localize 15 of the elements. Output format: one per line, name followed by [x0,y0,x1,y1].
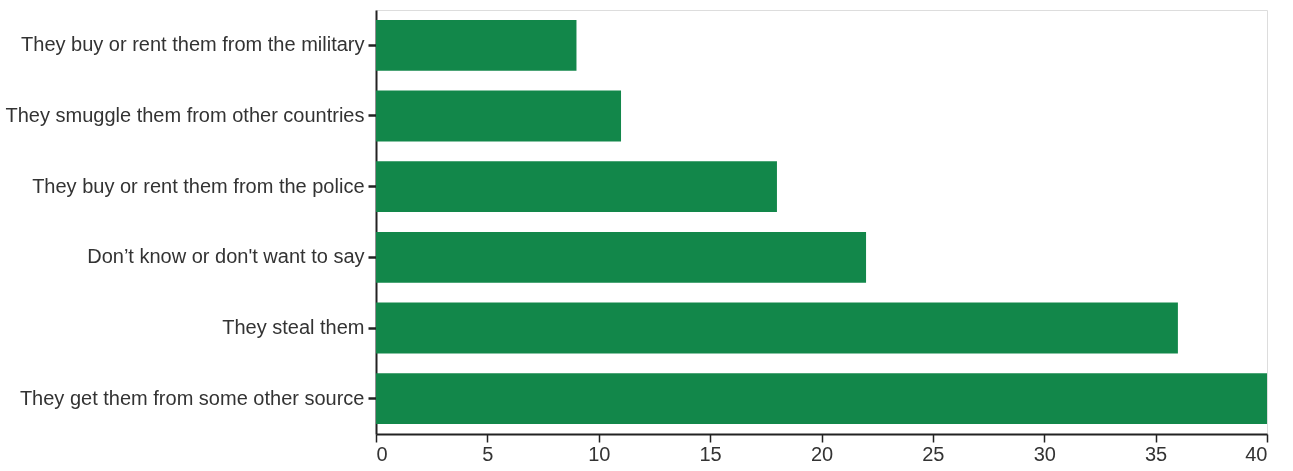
y-tick-label: Don’t know or don't want to say [87,245,365,268]
y-tick-label: They buy or rent them from the police [32,174,365,197]
x-tick-label: 25 [922,442,945,465]
y-tick-label: They get them from some other source [19,386,365,409]
y-tick-label: They steal them [222,316,365,338]
x-tick-label: 0 [376,442,388,465]
x-tick-label: 10 [588,442,611,465]
x-tick-label: 30 [1033,442,1056,465]
x-tick-label: 40 [1245,442,1268,465]
x-tick-label: 5 [482,442,494,465]
x-tick-label: 20 [810,442,834,465]
y-tick-label: They smuggle them from other countries [5,104,365,126]
x-tick-label: 35 [1145,442,1168,465]
y-tick-label: They buy or rent them from the military [21,33,365,56]
x-tick-label: 15 [699,442,722,465]
